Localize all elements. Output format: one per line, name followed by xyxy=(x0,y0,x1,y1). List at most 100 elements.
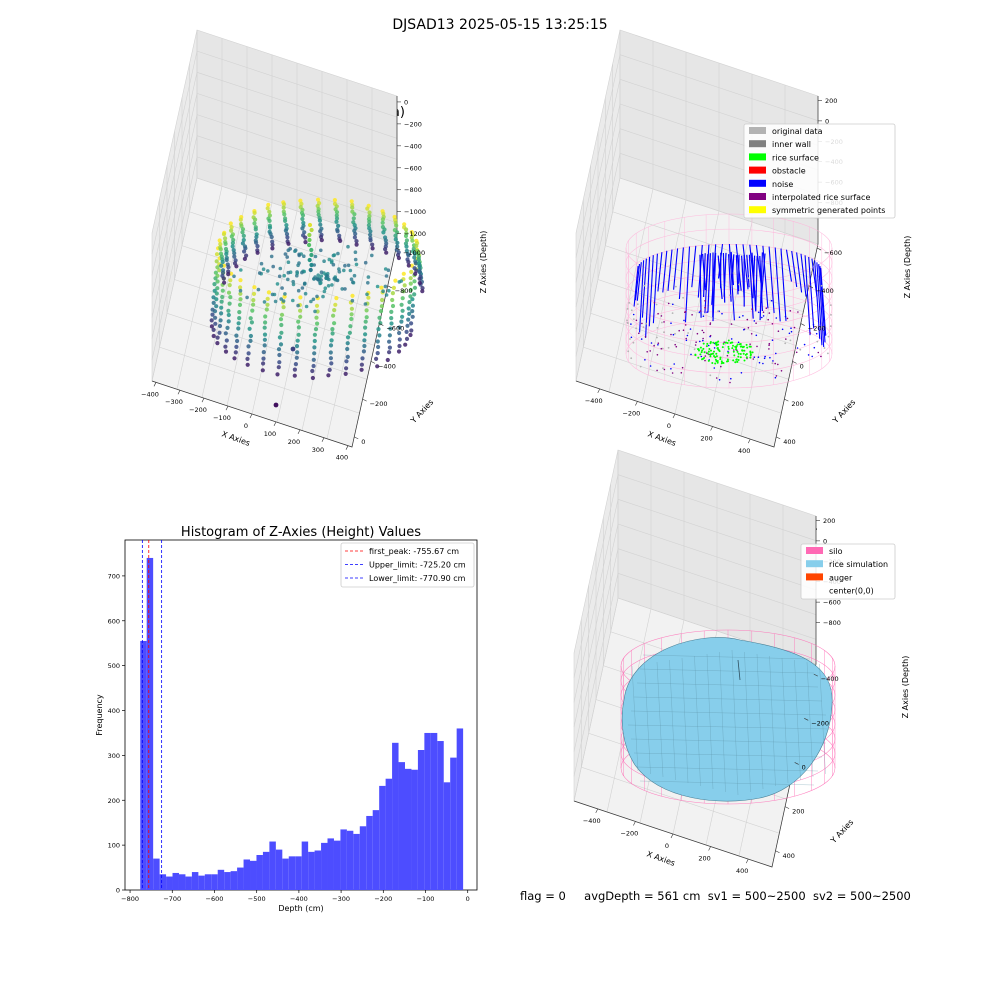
raw-data-point xyxy=(344,359,349,364)
raw-data-point xyxy=(300,286,305,290)
rice-surface-point xyxy=(708,348,711,350)
raw-data-point xyxy=(239,223,244,229)
raw-data-point xyxy=(213,321,218,326)
raw-data-point xyxy=(218,247,223,252)
rice-surface-point xyxy=(703,351,706,354)
histogram-y-tick-label: 500 xyxy=(108,662,120,670)
raw-data-point xyxy=(354,262,359,267)
raw-data-point xyxy=(390,297,395,303)
raw-data-point xyxy=(230,240,235,246)
raw-x-tick xyxy=(273,421,277,427)
raw-grid-z xyxy=(151,177,398,382)
raw-data-point xyxy=(224,257,229,263)
raw-data-point xyxy=(383,238,388,243)
raw-data-point xyxy=(332,253,337,257)
raw-data-point xyxy=(409,263,414,268)
raw-data-point xyxy=(315,321,320,326)
raw-data-point xyxy=(366,295,371,300)
rice-surface-point xyxy=(737,355,740,358)
noise-scatter-point xyxy=(740,372,743,374)
sim-y-tick-label: 0 xyxy=(802,763,806,771)
raw-data-point xyxy=(366,223,371,228)
raw-data-point xyxy=(296,319,301,324)
raw-data-point xyxy=(254,240,259,245)
noise-scatter-point xyxy=(657,342,660,345)
classify-z-tick-label: 200 xyxy=(825,97,837,105)
raw-data-point xyxy=(370,242,375,247)
raw-data-point xyxy=(246,351,251,356)
noise-scatter-point xyxy=(775,375,778,377)
raw-data-point xyxy=(349,312,354,317)
sim-x-tick-label: −200 xyxy=(620,829,638,837)
raw-data-point xyxy=(332,198,337,203)
noise-point-column xyxy=(730,252,734,286)
raw-data-point xyxy=(387,339,392,344)
rice-surface-point xyxy=(714,341,717,344)
sim-y-tick-label: −400 xyxy=(821,675,839,683)
raw-data-point xyxy=(368,232,373,237)
raw-data-point xyxy=(310,368,315,374)
raw-data-point xyxy=(256,287,261,292)
noise-point-column xyxy=(707,253,711,313)
raw-data-point xyxy=(414,243,419,249)
rice-surface-point xyxy=(735,345,738,348)
noise-point-column xyxy=(814,260,821,339)
simulation-legend-label: rice simulation xyxy=(829,560,888,569)
rice-surface-point xyxy=(699,353,702,356)
sim-y-tick xyxy=(784,806,790,809)
raw-data-point xyxy=(236,321,241,326)
raw-data-point xyxy=(370,246,375,251)
raw-data-point xyxy=(379,304,384,309)
noise-scatter-point xyxy=(684,324,687,326)
raw-x-tick xyxy=(153,382,157,387)
raw-y-tick-label: −1000 xyxy=(403,249,425,257)
rice-simulation-mesh xyxy=(639,668,815,674)
classify-y-tick xyxy=(800,323,805,326)
histogram-bar xyxy=(217,869,225,890)
raw-data-point xyxy=(209,318,214,323)
raw-data-point xyxy=(286,270,291,275)
raw-data-point xyxy=(364,315,369,320)
histogram-x-tick-label: −300 xyxy=(332,895,350,903)
noise-scatter-point xyxy=(649,350,651,352)
raw-data-point xyxy=(209,324,214,329)
original-data-point xyxy=(732,272,735,274)
raw-data-point xyxy=(326,373,331,378)
raw-data-point xyxy=(336,251,340,256)
noise-point-column xyxy=(796,252,803,293)
noise-scatter-point xyxy=(718,379,721,381)
raw-data-point xyxy=(260,368,265,373)
noise-point-column xyxy=(667,249,673,291)
raw-data-point xyxy=(404,248,409,253)
raw-data-point xyxy=(354,242,359,247)
noise-scatter-point xyxy=(657,344,659,346)
histogram-bar xyxy=(172,872,179,890)
raw-data-point xyxy=(387,345,392,350)
noise-scatter-point xyxy=(674,343,676,346)
histogram-legend-label: Upper_limit: -725.20 cm xyxy=(369,561,466,570)
raw-data-point xyxy=(295,350,300,355)
noise-scatter-point xyxy=(743,328,745,331)
noise-scatter-point xyxy=(685,337,687,340)
raw-x-tick xyxy=(201,398,205,403)
status-footer: flag = 0 avgDepth = 561 cm sv1 = 500~250… xyxy=(520,889,911,903)
simulation-legend: silo rice simulation auger center(0,0) xyxy=(800,543,896,600)
raw-data-point xyxy=(401,289,406,294)
raw-data-point xyxy=(286,241,291,246)
original-data-point xyxy=(728,294,731,297)
raw-data-point xyxy=(296,288,301,293)
raw-data-point xyxy=(285,255,290,259)
raw-data-point xyxy=(297,253,302,258)
histogram-ticks: −800 −700 −600 −500 −400 −300 −200 −100 0 0 100 200… xyxy=(108,572,470,903)
histogram-bar xyxy=(450,757,457,890)
raw-data-point xyxy=(290,346,296,352)
classify-y-tick-label: 0 xyxy=(800,362,804,370)
raw-data-point xyxy=(226,272,231,277)
sim-z-tick-label: 0 xyxy=(823,537,827,545)
flag-readout: flag = 0 xyxy=(520,889,566,903)
classify-x-tick xyxy=(597,388,601,394)
raw-data-point xyxy=(288,247,293,251)
rice-surface-point xyxy=(722,362,725,364)
rice-surface-point xyxy=(726,342,729,344)
histogram-legend-label: first_peak: -755.67 cm xyxy=(369,547,459,556)
